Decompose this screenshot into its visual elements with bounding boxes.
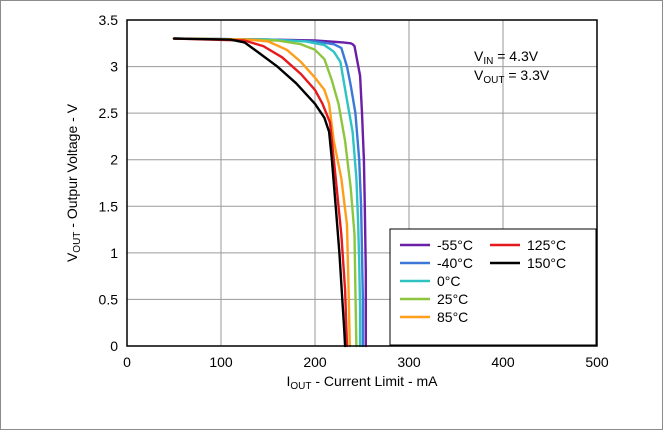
y-tick-label: 0.5 <box>99 291 119 307</box>
legend-label: 125°C <box>527 237 566 253</box>
series-line-0c <box>172 37 362 348</box>
annotation-line: VOUT = 3.3V <box>474 67 550 86</box>
series-line--40c <box>172 37 365 348</box>
legend-label: 150°C <box>527 255 566 271</box>
legend-label: -55°C <box>437 237 473 253</box>
x-tick-label: 300 <box>397 354 421 370</box>
plot-border <box>126 19 598 347</box>
series-line-85c <box>172 37 351 348</box>
x-tick-label: 200 <box>303 354 327 370</box>
annotation-line: VIN = 4.3V <box>474 48 539 67</box>
axes <box>126 19 598 347</box>
x-tick-label: 0 <box>123 354 131 370</box>
y-tick-label: 1 <box>110 245 118 261</box>
x-axis-title: IOUT - Current Limit - mA <box>286 373 438 392</box>
x-tick-label: 100 <box>209 354 233 370</box>
y-tick-label: 3.5 <box>99 12 119 28</box>
legend-label: 85°C <box>437 309 468 325</box>
series-line-150c <box>172 37 347 348</box>
legend: -55°C -40°C 0°C 25°C 85°C 125°C 150°C <box>389 228 597 346</box>
y-axis-title: VOUT - Outpur Voltage - V <box>64 103 83 262</box>
curves <box>172 37 367 348</box>
legend-box <box>389 228 597 346</box>
y-tick-label: 2 <box>110 152 118 168</box>
legend-label: -40°C <box>437 255 473 271</box>
axis-titles: IOUT - Current Limit - mA VOUT - Outpur V… <box>64 103 438 392</box>
legend-label: 0°C <box>437 273 461 289</box>
series-line-25c <box>172 37 358 348</box>
series-line-125c <box>172 37 349 348</box>
legend-label: 25°C <box>437 291 468 307</box>
y-tick-label: 2.5 <box>99 105 119 121</box>
x-tick-label: 400 <box>491 354 515 370</box>
y-tick-label: 0 <box>110 338 118 354</box>
y-tick-label: 3 <box>110 59 118 75</box>
tick-labels: 0 100 200 300 400 500 0 0.5 1 1.5 2 2.5 3 3.5 <box>99 12 609 370</box>
y-tick-label: 1.5 <box>99 198 119 214</box>
x-tick-label: 500 <box>585 354 609 370</box>
